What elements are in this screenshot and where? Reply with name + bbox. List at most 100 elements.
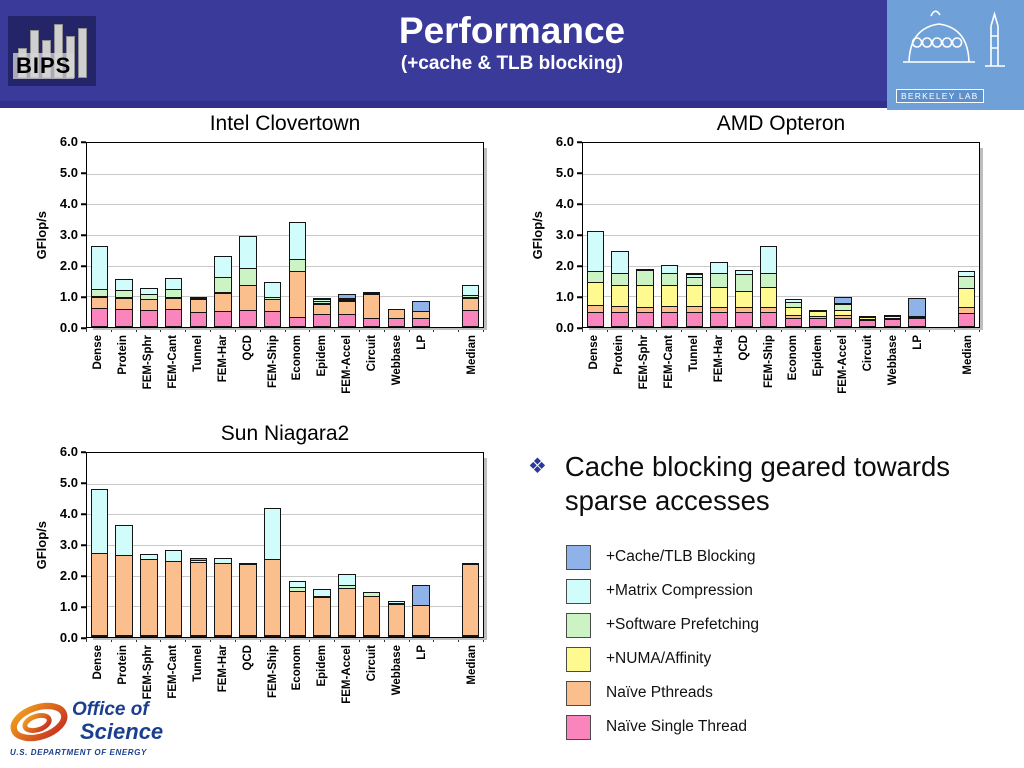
science-text: Science xyxy=(80,719,164,744)
stacked-bar xyxy=(214,557,232,637)
x-axis-labels: Dense Protein FEM-Sphr FEM-Cant Tunnel FEM-Ha… xyxy=(582,332,980,420)
y-tick-mark xyxy=(81,482,86,484)
bar-segment xyxy=(214,292,232,313)
bar-slot xyxy=(657,143,682,327)
bar-slot xyxy=(137,143,162,327)
x-label: FEM-Sphr xyxy=(142,335,155,390)
legend: +Cache/TLB Blocking +Matrix Compression +S… xyxy=(566,540,759,744)
y-tick-label: 5.0 xyxy=(555,164,574,180)
bar-segment xyxy=(710,286,728,309)
legend-item: +Software Prefetching xyxy=(566,608,759,642)
diamond-bullet-icon: ❖ xyxy=(528,455,547,478)
legend-swatch xyxy=(566,714,591,740)
bullet-text: Cache blocking geared towards sparse acc… xyxy=(564,451,951,516)
x-label: Dense xyxy=(92,335,105,370)
bar-segment xyxy=(140,635,158,637)
x-label: Tunnel xyxy=(191,335,204,372)
x-label: Circuit xyxy=(862,335,875,372)
gap-tick xyxy=(434,638,460,642)
chart-title: Intel Clovertown xyxy=(209,112,361,135)
office-of-text: Office of xyxy=(72,699,149,720)
bar-segment xyxy=(362,595,381,637)
bar-slot xyxy=(409,143,434,327)
bar-segment xyxy=(735,312,753,327)
stacked-bar xyxy=(115,524,133,637)
bar-slot xyxy=(359,143,384,327)
chart-sun-niagara2: Sun Niagara2 GFlop/s 6.0 5.0 4.0 3.0 2.0 1.0 0.0… xyxy=(32,422,484,730)
bar-segment xyxy=(809,317,827,327)
x-tick xyxy=(459,328,484,332)
bar-segment xyxy=(214,276,232,294)
bar-slot xyxy=(359,453,384,637)
x-axis-labels: Dense Protein FEM-Sphr FEM-Cant Tunnel FEM-Ha… xyxy=(86,332,484,420)
bar-segment xyxy=(759,246,778,275)
bar-slot xyxy=(458,453,483,637)
x-label-cell: Webbase xyxy=(385,332,410,420)
x-label: Epidem xyxy=(316,645,329,687)
bar-segment xyxy=(784,317,803,327)
x-label: QCD xyxy=(737,335,750,361)
x-tick xyxy=(186,638,212,642)
stacked-bar xyxy=(338,294,356,327)
y-tick-label: 2.0 xyxy=(555,257,574,273)
y-tick-mark xyxy=(577,296,582,298)
x-tick xyxy=(633,328,658,332)
gap-cell xyxy=(434,642,459,730)
x-tick xyxy=(782,328,807,332)
x-label-cell: Circuit xyxy=(856,332,881,420)
x-label-cell: FEM-Cant xyxy=(161,332,186,420)
x-label-cell: Epidem xyxy=(310,332,335,420)
bar-segment xyxy=(90,552,109,637)
stacked-bar xyxy=(611,250,629,327)
stacked-bar xyxy=(288,221,307,327)
bar-segment xyxy=(461,635,480,637)
y-tick-label: 4.0 xyxy=(59,195,78,211)
x-label-cell: FEM-Ship xyxy=(260,642,285,730)
stacked-bar xyxy=(189,296,208,327)
x-label: FEM-Ship xyxy=(266,335,279,389)
bar-segment xyxy=(288,271,307,319)
bar-segment xyxy=(660,285,679,308)
chart-intel-clovertown: Intel Clovertown GFlop/s 6.0 5.0 4.0 3.0 2.0 1.… xyxy=(32,112,484,420)
x-tick xyxy=(211,638,236,642)
x-label-cell: FEM-Accel xyxy=(335,642,360,730)
x-tick xyxy=(286,638,311,642)
x-tick xyxy=(236,328,261,332)
x-label: LP xyxy=(415,645,428,660)
bar-slot xyxy=(211,453,236,637)
x-label: Epidem xyxy=(316,335,329,377)
y-axis-title-text: GFlop/s xyxy=(33,210,49,260)
bar-segment xyxy=(313,635,331,637)
gridline xyxy=(87,606,483,608)
bar-segment xyxy=(362,294,381,320)
bar-segment xyxy=(115,309,133,327)
y-axis: 6.0 5.0 4.0 3.0 2.0 1.0 0.0 xyxy=(50,134,86,335)
stacked-bar xyxy=(362,591,381,637)
bar-segment xyxy=(685,311,704,327)
x-tick xyxy=(732,328,757,332)
bars xyxy=(583,143,979,327)
bar-segment xyxy=(735,274,753,293)
y-tick-label: 4.0 xyxy=(555,195,574,211)
y-tick-mark xyxy=(577,141,582,143)
bar-segment xyxy=(461,309,480,327)
y-tick-mark xyxy=(577,327,582,329)
bar-segment xyxy=(90,308,109,327)
bar-segment xyxy=(586,281,605,307)
bar-segment xyxy=(189,635,208,637)
plot-area xyxy=(86,452,484,638)
gridline xyxy=(87,296,483,298)
x-tick xyxy=(137,638,162,642)
bar-slot xyxy=(310,143,335,327)
gap-slot xyxy=(434,453,459,637)
doe-text: U.S. DEPARTMENT OF ENERGY xyxy=(10,748,147,757)
x-label-cell: FEM-Accel xyxy=(335,332,360,420)
x-tick xyxy=(360,328,385,332)
bar-segment xyxy=(957,288,976,309)
bar-slot xyxy=(633,143,658,327)
bar-slot xyxy=(384,453,409,637)
bar-segment xyxy=(313,313,331,327)
legend-item: Naïve Single Thread xyxy=(566,710,759,744)
x-label-cell: FEM-Ship xyxy=(260,332,285,420)
bar-segment xyxy=(313,596,331,637)
